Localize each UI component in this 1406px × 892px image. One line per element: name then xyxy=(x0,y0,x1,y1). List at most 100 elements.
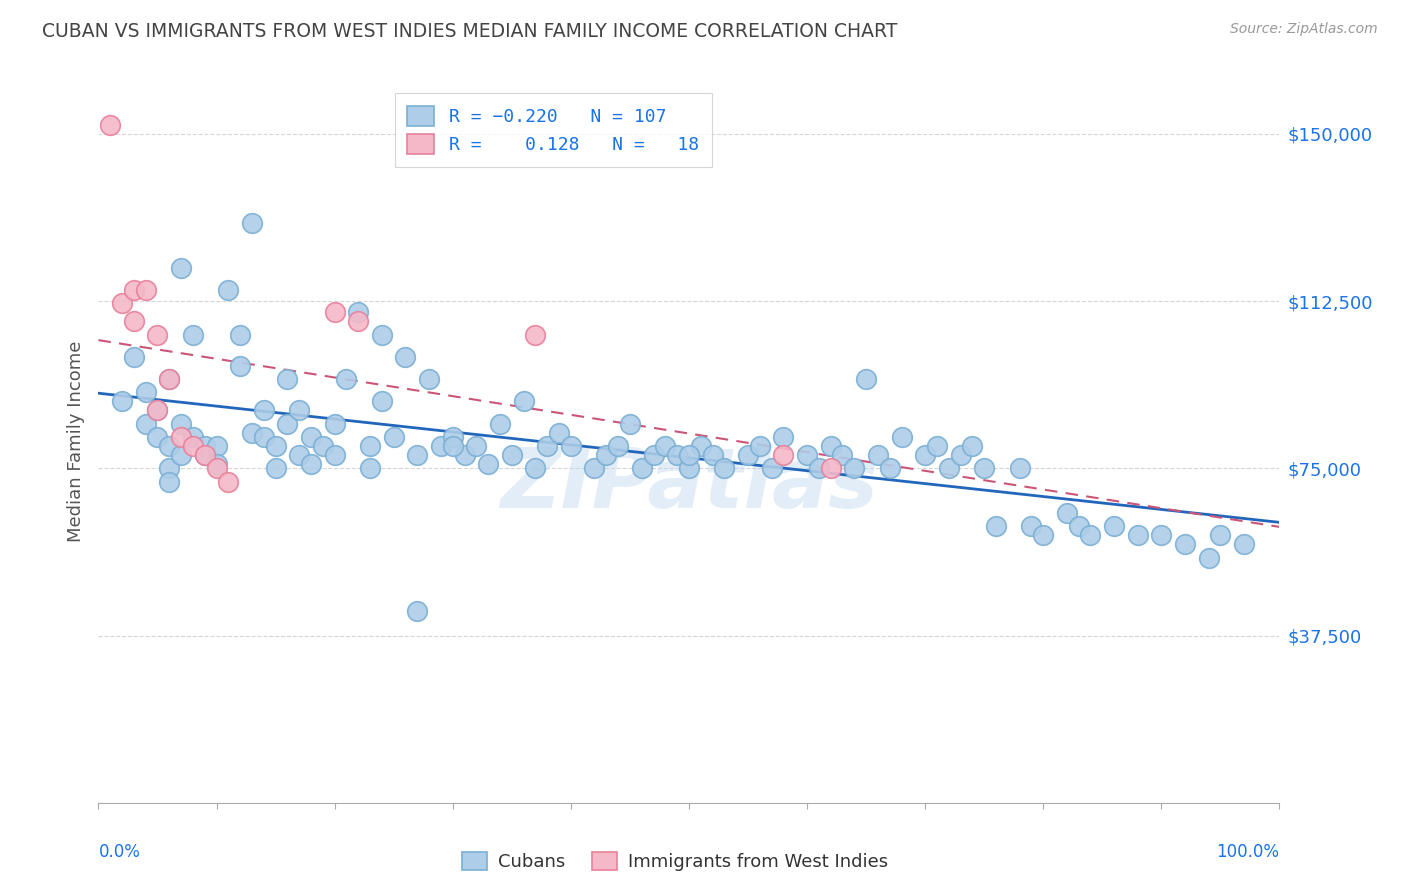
Point xyxy=(619,417,641,431)
Point xyxy=(229,327,252,342)
Point xyxy=(678,461,700,475)
Point xyxy=(253,403,276,417)
Point xyxy=(1198,550,1220,565)
Point xyxy=(501,448,523,462)
Legend: Cubans, Immigrants from West Indies: Cubans, Immigrants from West Indies xyxy=(454,845,896,879)
Point xyxy=(489,417,512,431)
Point xyxy=(890,430,912,444)
Point xyxy=(205,457,228,471)
Point xyxy=(181,430,204,444)
Point xyxy=(949,448,972,462)
Point xyxy=(146,403,169,417)
Point xyxy=(678,448,700,462)
Point xyxy=(938,461,960,475)
Legend: R = −0.220   N = 107, R =    0.128   N =   18: R = −0.220 N = 107, R = 0.128 N = 18 xyxy=(395,93,711,167)
Point xyxy=(772,448,794,462)
Point xyxy=(194,448,217,462)
Point xyxy=(984,519,1007,533)
Point xyxy=(359,461,381,475)
Point xyxy=(157,372,180,386)
Point xyxy=(299,457,322,471)
Point xyxy=(844,461,866,475)
Text: 0.0%: 0.0% xyxy=(98,843,141,861)
Point xyxy=(689,439,711,453)
Point xyxy=(548,425,571,440)
Point xyxy=(713,461,735,475)
Point xyxy=(111,394,134,409)
Point xyxy=(335,372,357,386)
Point xyxy=(323,448,346,462)
Point xyxy=(441,439,464,453)
Point xyxy=(1080,528,1102,542)
Point xyxy=(418,372,440,386)
Point xyxy=(347,314,370,328)
Text: 100.0%: 100.0% xyxy=(1216,843,1279,861)
Point xyxy=(536,439,558,453)
Point xyxy=(430,439,453,453)
Point xyxy=(643,448,665,462)
Point xyxy=(181,327,204,342)
Point xyxy=(1150,528,1173,542)
Point xyxy=(135,283,157,297)
Point xyxy=(359,439,381,453)
Point xyxy=(666,448,689,462)
Point xyxy=(1032,528,1054,542)
Point xyxy=(253,430,276,444)
Text: CUBAN VS IMMIGRANTS FROM WEST INDIES MEDIAN FAMILY INCOME CORRELATION CHART: CUBAN VS IMMIGRANTS FROM WEST INDIES MED… xyxy=(42,22,897,41)
Point xyxy=(264,461,287,475)
Point xyxy=(299,430,322,444)
Point xyxy=(406,604,429,618)
Point xyxy=(347,305,370,319)
Point xyxy=(1174,537,1197,551)
Point xyxy=(973,461,995,475)
Point xyxy=(796,448,818,462)
Point xyxy=(524,327,547,342)
Point xyxy=(394,350,416,364)
Point xyxy=(240,216,263,230)
Point xyxy=(170,260,193,275)
Point xyxy=(194,439,217,453)
Point xyxy=(654,439,676,453)
Point xyxy=(146,403,169,417)
Point xyxy=(122,314,145,328)
Point xyxy=(595,448,617,462)
Point xyxy=(135,385,157,400)
Point xyxy=(229,359,252,373)
Point xyxy=(560,439,582,453)
Point xyxy=(406,448,429,462)
Point xyxy=(157,475,180,489)
Point xyxy=(583,461,606,475)
Point xyxy=(312,439,335,453)
Point xyxy=(820,439,842,453)
Point xyxy=(98,118,121,132)
Point xyxy=(1233,537,1256,551)
Point xyxy=(925,439,948,453)
Point xyxy=(122,350,145,364)
Point xyxy=(1056,506,1078,520)
Point xyxy=(323,417,346,431)
Point xyxy=(288,448,311,462)
Point xyxy=(1102,519,1125,533)
Point xyxy=(240,425,263,440)
Y-axis label: Median Family Income: Median Family Income xyxy=(66,341,84,542)
Point xyxy=(111,296,134,310)
Point xyxy=(1067,519,1090,533)
Point xyxy=(146,430,169,444)
Point xyxy=(205,461,228,475)
Point xyxy=(146,327,169,342)
Point xyxy=(441,430,464,444)
Point xyxy=(264,439,287,453)
Point xyxy=(157,461,180,475)
Point xyxy=(194,448,217,462)
Point xyxy=(122,283,145,297)
Point xyxy=(914,448,936,462)
Point xyxy=(288,403,311,417)
Point xyxy=(512,394,534,409)
Point xyxy=(630,461,652,475)
Point xyxy=(737,448,759,462)
Point xyxy=(371,327,394,342)
Text: Source: ZipAtlas.com: Source: ZipAtlas.com xyxy=(1230,22,1378,37)
Point xyxy=(1209,528,1232,542)
Point xyxy=(807,461,830,475)
Point xyxy=(323,305,346,319)
